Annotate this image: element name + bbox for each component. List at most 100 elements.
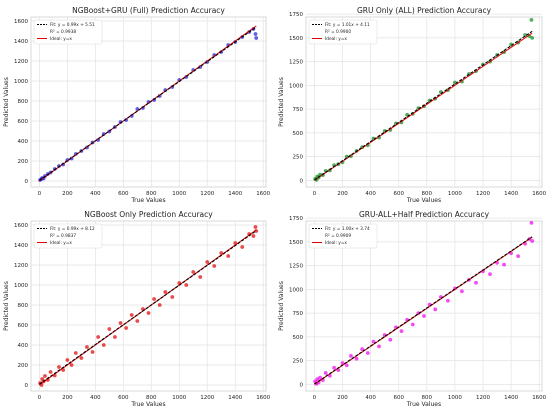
x-tick-label: 600 [118, 191, 129, 197]
x-tick-label: 800 [422, 395, 433, 401]
y-tick-label: 500 [293, 335, 304, 341]
legend-box [308, 223, 378, 249]
data-point [96, 335, 101, 339]
chart-2: 0 200 400 600 800 1000 1200 1400 1600 0 250 500 750 1… [278, 6, 547, 204]
data-point [523, 33, 528, 37]
x-tick-label: 600 [393, 395, 404, 401]
legend-label: Fit: y = 1.00x + 3.74 [325, 226, 370, 232]
y-tick-label: 600 [18, 119, 29, 125]
y-tick-label: 0 [300, 178, 304, 184]
data-point [530, 239, 535, 243]
data-point [474, 280, 478, 285]
legend-label: R² = 0.9938 [50, 29, 76, 35]
data-point [170, 295, 175, 299]
x-tick-label: 0 [38, 191, 42, 197]
x-tick-label: 1000 [448, 395, 462, 401]
x-tick-label: 600 [118, 395, 129, 401]
legend-label: Ideal: y=x [325, 240, 347, 246]
y-tick-label: 1500 [289, 36, 303, 42]
legend-label: Fit: y = 0.99x + 8.12 [50, 226, 95, 232]
x-tick-label: 1400 [228, 191, 242, 197]
y-tick-label: 800 [18, 99, 29, 105]
data-point [157, 303, 162, 307]
data-point [529, 17, 534, 22]
y-tick-label: 1000 [14, 79, 28, 85]
y-tick-label: 1000 [14, 283, 28, 289]
y-tick-label: 1200 [14, 263, 28, 269]
chart-title: GRU Only (ALL) Prediction Accuracy [357, 6, 492, 15]
data-point [529, 220, 534, 225]
x-tick-label: 400 [90, 395, 101, 401]
chart-1: 0 200 400 600 800 1000 1200 1400 1600 0 200 400 600 8… [3, 6, 271, 204]
x-tick-label: 1000 [448, 191, 462, 197]
y-tick-label: 200 [18, 159, 29, 165]
data-point [146, 311, 151, 315]
data-point [318, 375, 322, 380]
y-tick-label: 250 [293, 155, 304, 161]
x-tick-label: 0 [313, 395, 317, 401]
legend-box [33, 223, 103, 249]
data-point [253, 225, 258, 229]
data-point [332, 365, 336, 370]
data-point [90, 350, 95, 354]
data-point [530, 35, 535, 40]
y-tick-label: 400 [18, 343, 29, 349]
x-tick-label: 1600 [532, 191, 546, 197]
data-point [135, 319, 140, 323]
x-tick-label: 400 [365, 191, 376, 197]
y-tick-label: 1600 [14, 223, 28, 229]
x-tick-label: 800 [422, 191, 433, 197]
data-point [48, 370, 53, 374]
data-point [240, 245, 245, 249]
data-point [344, 363, 349, 368]
data-point [323, 371, 328, 375]
data-point [101, 343, 106, 347]
x-tick-label: 1400 [504, 395, 518, 401]
data-point [85, 345, 89, 349]
data-point [198, 275, 203, 279]
fit-line [314, 236, 533, 385]
data-point [349, 353, 353, 358]
ideal-line [314, 32, 533, 181]
data-point [57, 365, 61, 369]
data-point [360, 347, 365, 352]
y-tick-label: 1600 [14, 19, 28, 25]
legend-label: Ideal: y=x [50, 240, 72, 246]
data-point [205, 260, 210, 264]
data-point [152, 297, 156, 301]
y-axis-label: Predicted Values [3, 281, 10, 331]
data-point [129, 313, 134, 317]
legend-label: R² = 0.9909 [325, 233, 351, 239]
x-axis-label: True Values [406, 401, 441, 408]
legend-box [308, 19, 378, 45]
data-point [254, 229, 259, 233]
y-tick-label: 1200 [14, 59, 28, 65]
x-tick-label: 1000 [172, 191, 186, 197]
x-tick-label: 1200 [200, 395, 214, 401]
x-tick-label: 1000 [172, 395, 186, 401]
y-tick-label: 400 [18, 139, 29, 145]
data-point [253, 32, 258, 36]
data-point [226, 43, 231, 47]
legend-label: Fit: y = 1.01x + 4.11 [325, 22, 370, 28]
x-tick-label: 400 [365, 395, 376, 401]
data-point [212, 264, 217, 268]
y-axis-label: Predicted Values [278, 77, 285, 127]
data-point [212, 53, 217, 57]
data-point [107, 327, 112, 331]
chart-3: 0 200 400 600 800 1000 1200 1400 1600 0 200 400 600 8… [3, 210, 271, 408]
x-tick-label: 1600 [532, 395, 546, 401]
data-point [502, 262, 506, 267]
data-point [516, 254, 521, 259]
data-point [146, 100, 151, 104]
y-tick-label: 1750 [289, 12, 303, 18]
data-point [124, 118, 129, 122]
y-tick-label: 750 [293, 107, 304, 113]
x-tick-label: 200 [62, 191, 73, 197]
data-point [191, 270, 196, 274]
x-axis-label: True Values [130, 401, 165, 408]
